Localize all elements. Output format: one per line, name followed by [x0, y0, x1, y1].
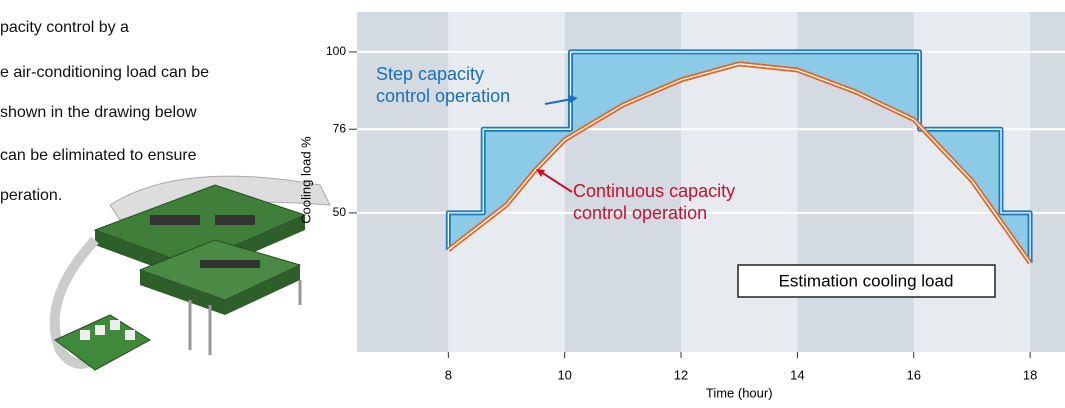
circuit-board-photo: [49, 175, 331, 371]
intro-line: e air-conditioning load can be: [0, 64, 209, 81]
series-line-highlight: [447, 51, 1031, 263]
arrowhead: [569, 95, 578, 103]
intro-text: pacity control by a e air-conditioning lo…: [0, 19, 209, 204]
arrow: [540, 171, 573, 193]
background-band: [1030, 12, 1065, 352]
chart: 50 76 100 8 10 12 14 16 18 Time (hour) Cooling loa…: [298, 12, 1065, 400]
y-tick-label: 100: [326, 44, 346, 58]
y-tick-label: 76: [333, 121, 347, 135]
intro-line: pacity control by a: [0, 19, 129, 36]
y-tick-label: 50: [333, 205, 347, 219]
x-tick-label: 12: [674, 367, 688, 382]
x-tick-label: 14: [790, 367, 804, 382]
series-annotation: Continuous capacity control operation: [573, 181, 735, 223]
x-tick-label: 8: [445, 367, 452, 382]
intro-line: peration.: [0, 187, 62, 204]
series-annotation: Step capacity control operation: [376, 64, 510, 106]
annotation-box: [737, 264, 996, 298]
arrowhead: [536, 169, 545, 177]
x-axis-label: Time (hour): [706, 385, 773, 400]
x-tick-label: 18: [1023, 367, 1037, 382]
x-tick-label: 10: [557, 367, 571, 382]
y-axis-label: Cooling load %: [298, 136, 313, 224]
series-line-highlight: [447, 63, 1031, 264]
x-tick-label: 16: [907, 367, 921, 382]
background-band: [357, 12, 449, 352]
intro-line: can be eliminated to ensure: [0, 147, 197, 164]
arrow: [544, 98, 573, 105]
intro-line: shown in the drawing below: [0, 104, 197, 121]
annotation: Estimation cooling load: [779, 271, 954, 290]
